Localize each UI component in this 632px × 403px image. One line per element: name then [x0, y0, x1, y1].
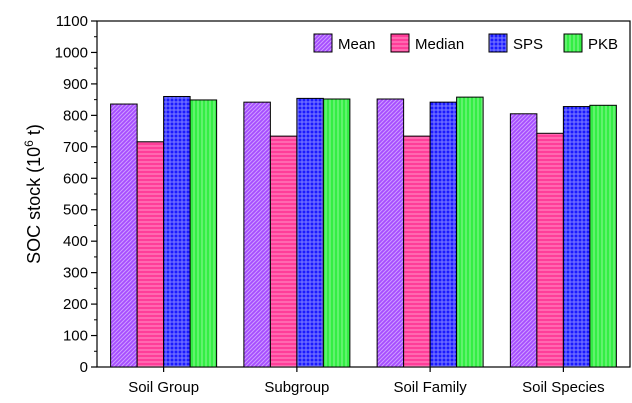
legend-swatch-median [390, 33, 410, 53]
y-tick-label: 100 [63, 328, 88, 345]
x-category-label: Subgroup [264, 379, 329, 396]
y-tick-label: 300 [63, 265, 88, 282]
x-category-label: Soil Family [393, 379, 467, 396]
y-tick-label: 1100 [56, 13, 88, 30]
bar-median-soil-species [536, 132, 564, 368]
legend-label-mean: Mean [338, 36, 376, 53]
bar-sps-soil-species [562, 106, 591, 368]
x-category-label: Soil Group [128, 379, 199, 396]
y-tick-label: 800 [63, 107, 88, 124]
y-tick-label: 200 [63, 296, 88, 313]
bar-pkb-soil-species [589, 104, 617, 368]
legend-swatch-pkb [563, 33, 583, 53]
legend-swatch-mean [313, 33, 333, 53]
bar-sps-soil-group [163, 95, 191, 368]
bar-median-soil-family [403, 135, 431, 368]
legend-swatch-sps [488, 33, 508, 53]
y-tick-label: 900 [63, 76, 88, 93]
bar-mean-soil-species [509, 113, 538, 368]
y-tick-label: 0 [80, 359, 88, 376]
bar-median-soil-group [136, 141, 165, 368]
x-category-label: Soil Species [522, 379, 605, 396]
bar-pkb-subgroup [322, 98, 351, 368]
bar-mean-soil-family [376, 98, 405, 368]
bar-pkb-soil-group [189, 99, 218, 368]
legend-label-sps: SPS [513, 36, 543, 53]
bar-mean-soil-group [110, 103, 138, 368]
legend-label-median: Median [415, 36, 464, 53]
bar-sps-subgroup [296, 97, 324, 368]
y-tick-label: 400 [63, 233, 88, 250]
bar-sps-soil-family [429, 101, 458, 368]
y-axis-title: SOC stock (106 t) [22, 124, 44, 264]
y-tick-label: 1000 [55, 44, 88, 61]
y-tick-label: 700 [63, 139, 88, 156]
y-tick-label: 500 [63, 202, 88, 219]
bar-pkb-soil-family [456, 96, 484, 368]
legend-label-pkb: PKB [588, 36, 618, 53]
bar-mean-subgroup [243, 101, 271, 368]
y-tick-label: 600 [63, 170, 88, 187]
bar-median-subgroup [269, 135, 298, 368]
